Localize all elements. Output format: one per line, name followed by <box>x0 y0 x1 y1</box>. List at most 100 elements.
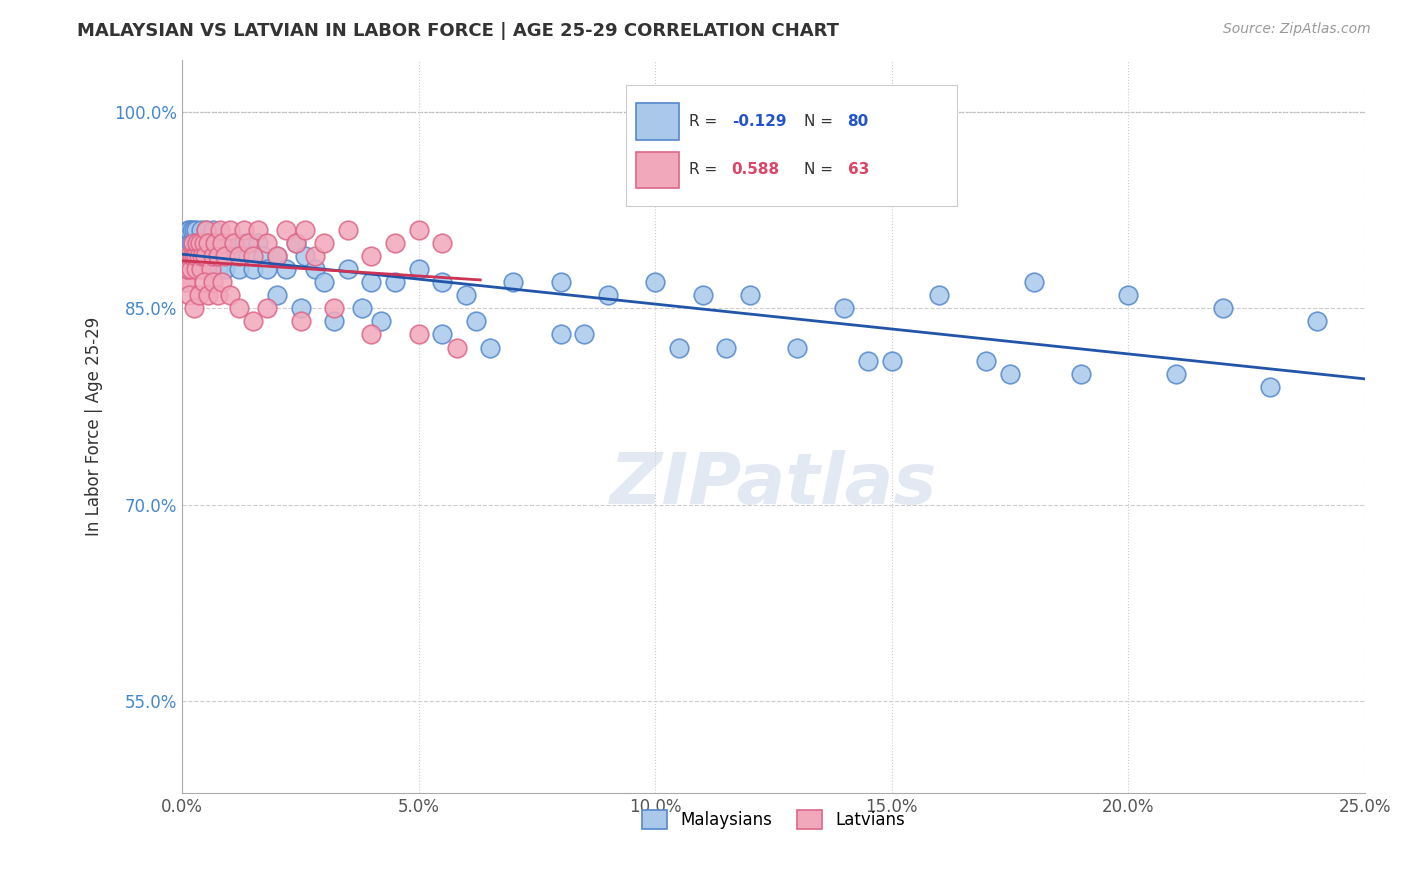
Point <box>207 249 229 263</box>
Point <box>284 235 307 250</box>
Point <box>228 249 250 263</box>
Point <box>187 235 209 250</box>
Point <box>370 314 392 328</box>
Point <box>360 327 382 342</box>
Point <box>228 301 250 316</box>
Point <box>184 235 207 250</box>
Point <box>464 314 486 328</box>
Point <box>550 327 572 342</box>
Point <box>218 288 240 302</box>
Point <box>432 235 454 250</box>
Point <box>454 288 477 302</box>
Point <box>211 235 233 250</box>
Point <box>200 235 222 250</box>
Point <box>209 235 232 250</box>
Point <box>1164 367 1187 381</box>
Point <box>193 235 215 250</box>
Point <box>174 249 197 263</box>
Point <box>314 235 336 250</box>
Point <box>177 262 200 277</box>
Point <box>188 249 211 263</box>
Point <box>179 223 201 237</box>
Point <box>190 262 212 277</box>
Point <box>191 249 214 263</box>
Point <box>246 223 269 237</box>
Point <box>202 249 225 263</box>
Point <box>322 314 344 328</box>
Point <box>384 235 406 250</box>
Point <box>928 288 950 302</box>
Point <box>194 249 217 263</box>
Point <box>432 275 454 289</box>
Point <box>188 235 211 250</box>
Point <box>194 223 217 237</box>
Point <box>181 235 204 250</box>
Point <box>179 288 201 302</box>
Point <box>574 327 596 342</box>
Point <box>266 288 288 302</box>
Point <box>384 275 406 289</box>
Point <box>232 223 254 237</box>
Point <box>187 249 209 263</box>
Point <box>290 301 312 316</box>
Point <box>252 249 274 263</box>
Point <box>214 249 236 263</box>
Point <box>180 223 202 237</box>
Point <box>1258 380 1281 394</box>
Point <box>224 235 246 250</box>
Point <box>186 223 208 237</box>
Point <box>304 249 326 263</box>
Point <box>194 235 217 250</box>
Point <box>186 249 208 263</box>
Point <box>276 223 298 237</box>
Point <box>446 341 468 355</box>
Point <box>880 353 903 368</box>
Point <box>266 249 288 263</box>
Text: Source: ZipAtlas.com: Source: ZipAtlas.com <box>1223 22 1371 37</box>
Point <box>246 235 269 250</box>
Point <box>191 235 214 250</box>
Point <box>1306 314 1329 328</box>
Point <box>738 288 761 302</box>
Point <box>336 262 359 277</box>
Point <box>276 262 298 277</box>
Point <box>304 262 326 277</box>
Point <box>186 235 208 250</box>
Point <box>173 262 195 277</box>
Point <box>408 327 430 342</box>
Point <box>180 249 202 263</box>
Point <box>360 275 382 289</box>
Point <box>786 341 808 355</box>
Point <box>197 249 219 263</box>
Point <box>176 235 198 250</box>
Point <box>224 249 246 263</box>
Point <box>478 341 501 355</box>
Point <box>1116 288 1139 302</box>
Point <box>190 223 212 237</box>
Point <box>193 262 215 277</box>
Point <box>232 235 254 250</box>
Point <box>176 262 198 277</box>
Point <box>1022 275 1045 289</box>
Point <box>209 223 232 237</box>
Point <box>692 288 714 302</box>
Point <box>294 223 316 237</box>
Point <box>211 249 233 263</box>
Point <box>211 275 233 289</box>
Point <box>266 249 288 263</box>
Point <box>314 275 336 289</box>
Point <box>408 262 430 277</box>
Point <box>193 275 215 289</box>
Point <box>322 301 344 316</box>
Point <box>242 262 264 277</box>
Point <box>207 288 229 302</box>
Point <box>256 262 278 277</box>
Point <box>1212 301 1234 316</box>
Point <box>350 301 373 316</box>
Point <box>856 353 879 368</box>
Point <box>596 288 619 302</box>
Point <box>1070 367 1092 381</box>
Point <box>256 301 278 316</box>
Legend: Malaysians, Latvians: Malaysians, Latvians <box>636 803 912 836</box>
Point <box>183 223 205 237</box>
